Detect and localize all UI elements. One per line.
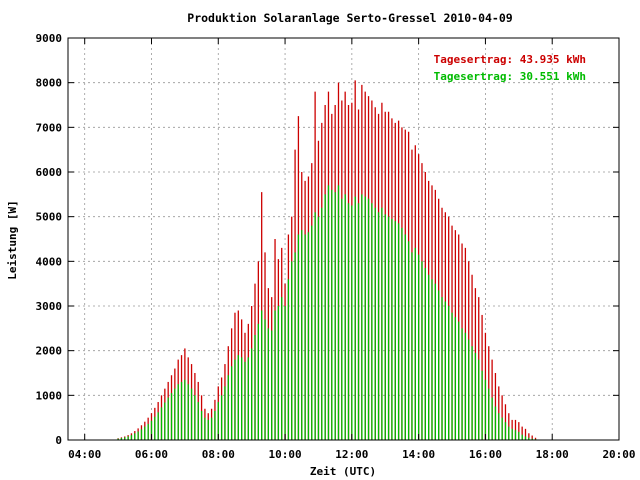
x-tick-label: 16:00 [469,448,502,461]
x-tick-label: 10:00 [268,448,301,461]
y-axis-label: Leistung [W] [6,200,19,279]
grid-lines [68,37,620,441]
x-tick-label: 04:00 [68,448,101,461]
x-tick-label: 14:00 [402,448,435,461]
chart-title: Produktion Solaranlage Serto-Gressel 201… [187,11,512,25]
legend-entry-red: Tagesertrag: 43.935 kWh [434,53,586,66]
x-axis-label: Zeit (UTC) [310,465,376,478]
x-tick-label: 20:00 [602,448,635,461]
y-tick-label: 1000 [36,389,63,402]
series-green-bars [117,185,537,440]
y-axis-ticks: 0 1000 2000 3000 4000 5000 6000 7000 8000 9000 [36,32,619,447]
x-tick-label: 08:00 [202,448,235,461]
x-axis-ticks: 04:00 06:00 08:00 10:00 12:00 14:00 16:00 18:00… [68,38,636,461]
y-tick-label: 4000 [36,255,63,268]
x-tick-label: 06:00 [135,448,168,461]
y-tick-label: 2000 [36,345,63,358]
series-red-bars [117,80,537,440]
y-tick-label: 3000 [36,300,63,313]
y-tick-label: 6000 [36,166,63,179]
y-tick-label: 5000 [36,211,63,224]
y-tick-label: 7000 [36,121,63,134]
y-tick-label: 0 [55,434,62,447]
y-tick-label: 8000 [36,77,63,90]
x-tick-label: 18:00 [536,448,569,461]
plot-frame [67,37,620,441]
y-tick-label: 9000 [36,32,63,45]
x-tick-label: 12:00 [335,448,368,461]
legend-entry-green: Tagesertrag: 30.551 kWh [434,70,586,83]
